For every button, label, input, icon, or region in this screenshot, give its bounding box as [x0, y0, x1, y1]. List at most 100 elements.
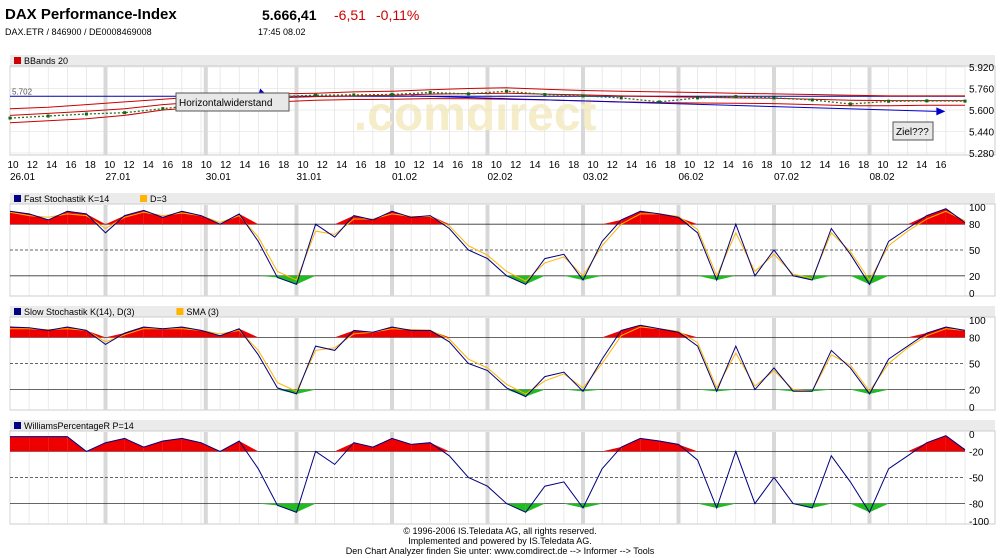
oversold-fill-1: [697, 275, 717, 281]
x-date-label: 30.01: [206, 172, 231, 183]
x-hour-label: 16: [65, 160, 77, 171]
day-separator-1-3: [390, 205, 394, 296]
overbought-fill-2: [86, 330, 106, 338]
oversold-fill-3: [258, 503, 278, 506]
x-date-label: 07.02: [774, 172, 799, 183]
legend-swatch-1-1: [140, 195, 147, 202]
day-separator-1-5: [581, 205, 585, 296]
price-point: [543, 93, 547, 97]
osc-y-tick-2: 100: [969, 316, 986, 327]
oversold-fill-2: [277, 389, 297, 394]
x-hour-label: 16: [162, 160, 174, 171]
x-hour-label: 18: [568, 160, 580, 171]
oversold-fill-3: [697, 503, 717, 508]
analyzer-link-line[interactable]: Den Chart Analyzer finden Sie unter: www…: [345, 546, 655, 556]
instrument-title: DAX Performance-Index: [5, 6, 177, 23]
oversold-fill-3: [850, 503, 870, 513]
day-separator-0-6: [676, 67, 681, 155]
day-separator-2-1: [203, 318, 208, 410]
price-change: -6,51: [334, 7, 366, 23]
overbought-fill-1: [86, 213, 106, 225]
price-point: [123, 111, 127, 115]
oversold-fill-2: [850, 389, 870, 394]
x-hour-label: 18: [471, 160, 483, 171]
x-date-label: 03.02: [583, 172, 608, 183]
x-hour-label: 16: [259, 160, 271, 171]
x-hour-label: 12: [800, 160, 812, 171]
x-hour-label: 10: [877, 160, 889, 171]
legend-swatch-1-0: [14, 195, 21, 202]
osc-y-tick-1: 100: [969, 203, 986, 214]
price-y-tick: 5.600: [969, 106, 994, 117]
oversold-fill-2: [869, 389, 889, 394]
legend-label-3-0: WilliamsPercentageR P=14: [24, 421, 134, 431]
target-arrow: [936, 107, 946, 116]
overbought-fill-3: [926, 435, 946, 452]
x-hour-label: 14: [916, 160, 928, 171]
overbought-fill-1: [430, 215, 450, 225]
x-date-label: 06.02: [679, 172, 704, 183]
overbought-fill-3: [621, 438, 641, 452]
price-point: [963, 99, 967, 103]
oversold-fill-2: [563, 389, 583, 392]
x-hour-label: 10: [684, 160, 696, 171]
x-hour-label: 16: [742, 160, 754, 171]
x-hour-label: 10: [104, 160, 116, 171]
day-separator-1-8: [867, 205, 872, 296]
overbought-fill-2: [162, 326, 182, 338]
annotation-box-resistance: [175, 92, 290, 112]
x-hour-label: 16: [839, 160, 851, 171]
x-hour-label: 18: [375, 160, 387, 171]
x-hour-label: 18: [761, 160, 773, 171]
price-point: [428, 91, 432, 95]
osc-y-tick-2: 0: [969, 403, 975, 414]
overbought-fill-3: [392, 438, 412, 452]
oversold-fill-1: [869, 275, 889, 285]
x-hour-label: 12: [510, 160, 522, 171]
day-separator-0-0: [103, 67, 108, 155]
copyright-line: © 1996-2006 IS.Teledata AG, all rights r…: [403, 526, 597, 536]
chart-canvas: BBands 20 .comdirect 5.920 5.760 5.600 5.440 5…: [7, 55, 996, 526]
price-point: [619, 96, 623, 100]
oversold-fill-1: [850, 275, 870, 285]
overbought-fill-3: [10, 436, 30, 452]
price-point: [696, 96, 700, 100]
day-separator-1-0: [103, 205, 108, 296]
day-separator-1-1: [203, 205, 208, 296]
osc-y-tick-2: 50: [969, 360, 981, 371]
bb-upper-line: [9, 87, 965, 110]
x-hour-label: 10: [297, 160, 309, 171]
overbought-fill-3: [353, 442, 373, 452]
day-separator-0-8: [867, 67, 872, 155]
annotation-box-target: [892, 121, 934, 141]
x-hour-label: 18: [85, 160, 97, 171]
overbought-fill-1: [640, 211, 660, 225]
day-separator-2-2: [294, 318, 299, 410]
series-line-1-d: [9, 210, 966, 282]
overbought-fill-3: [602, 447, 622, 452]
overbought-fill-2: [411, 330, 431, 338]
x-hour-label: 10: [587, 160, 599, 171]
x-hour-label: 16: [645, 160, 657, 171]
x-hour-label: 18: [665, 160, 677, 171]
day-separator-3-8: [867, 432, 872, 524]
overbought-fill-1: [162, 211, 182, 225]
price-point: [161, 107, 165, 111]
day-separator-3-4: [485, 432, 490, 524]
series-line-2-d: [10, 326, 966, 395]
osc-y-tick-3: 0: [969, 430, 975, 441]
x-hour-label: 14: [626, 160, 638, 171]
overbought-fill-3: [430, 442, 450, 452]
overbought-fill-1: [602, 219, 622, 225]
x-hour-label: 10: [394, 160, 406, 171]
oversold-fill-2: [296, 389, 316, 394]
osc-y-tick-3: -20: [969, 447, 984, 458]
overbought-fill-2: [430, 330, 450, 338]
day-separator-3-2: [294, 432, 299, 524]
x-hour-label: 14: [143, 160, 155, 171]
x-hour-label: 18: [181, 160, 193, 171]
x-hour-label: 12: [27, 160, 39, 171]
price-point: [390, 93, 394, 97]
price-point: [84, 112, 88, 116]
overbought-fill-3: [372, 438, 392, 452]
